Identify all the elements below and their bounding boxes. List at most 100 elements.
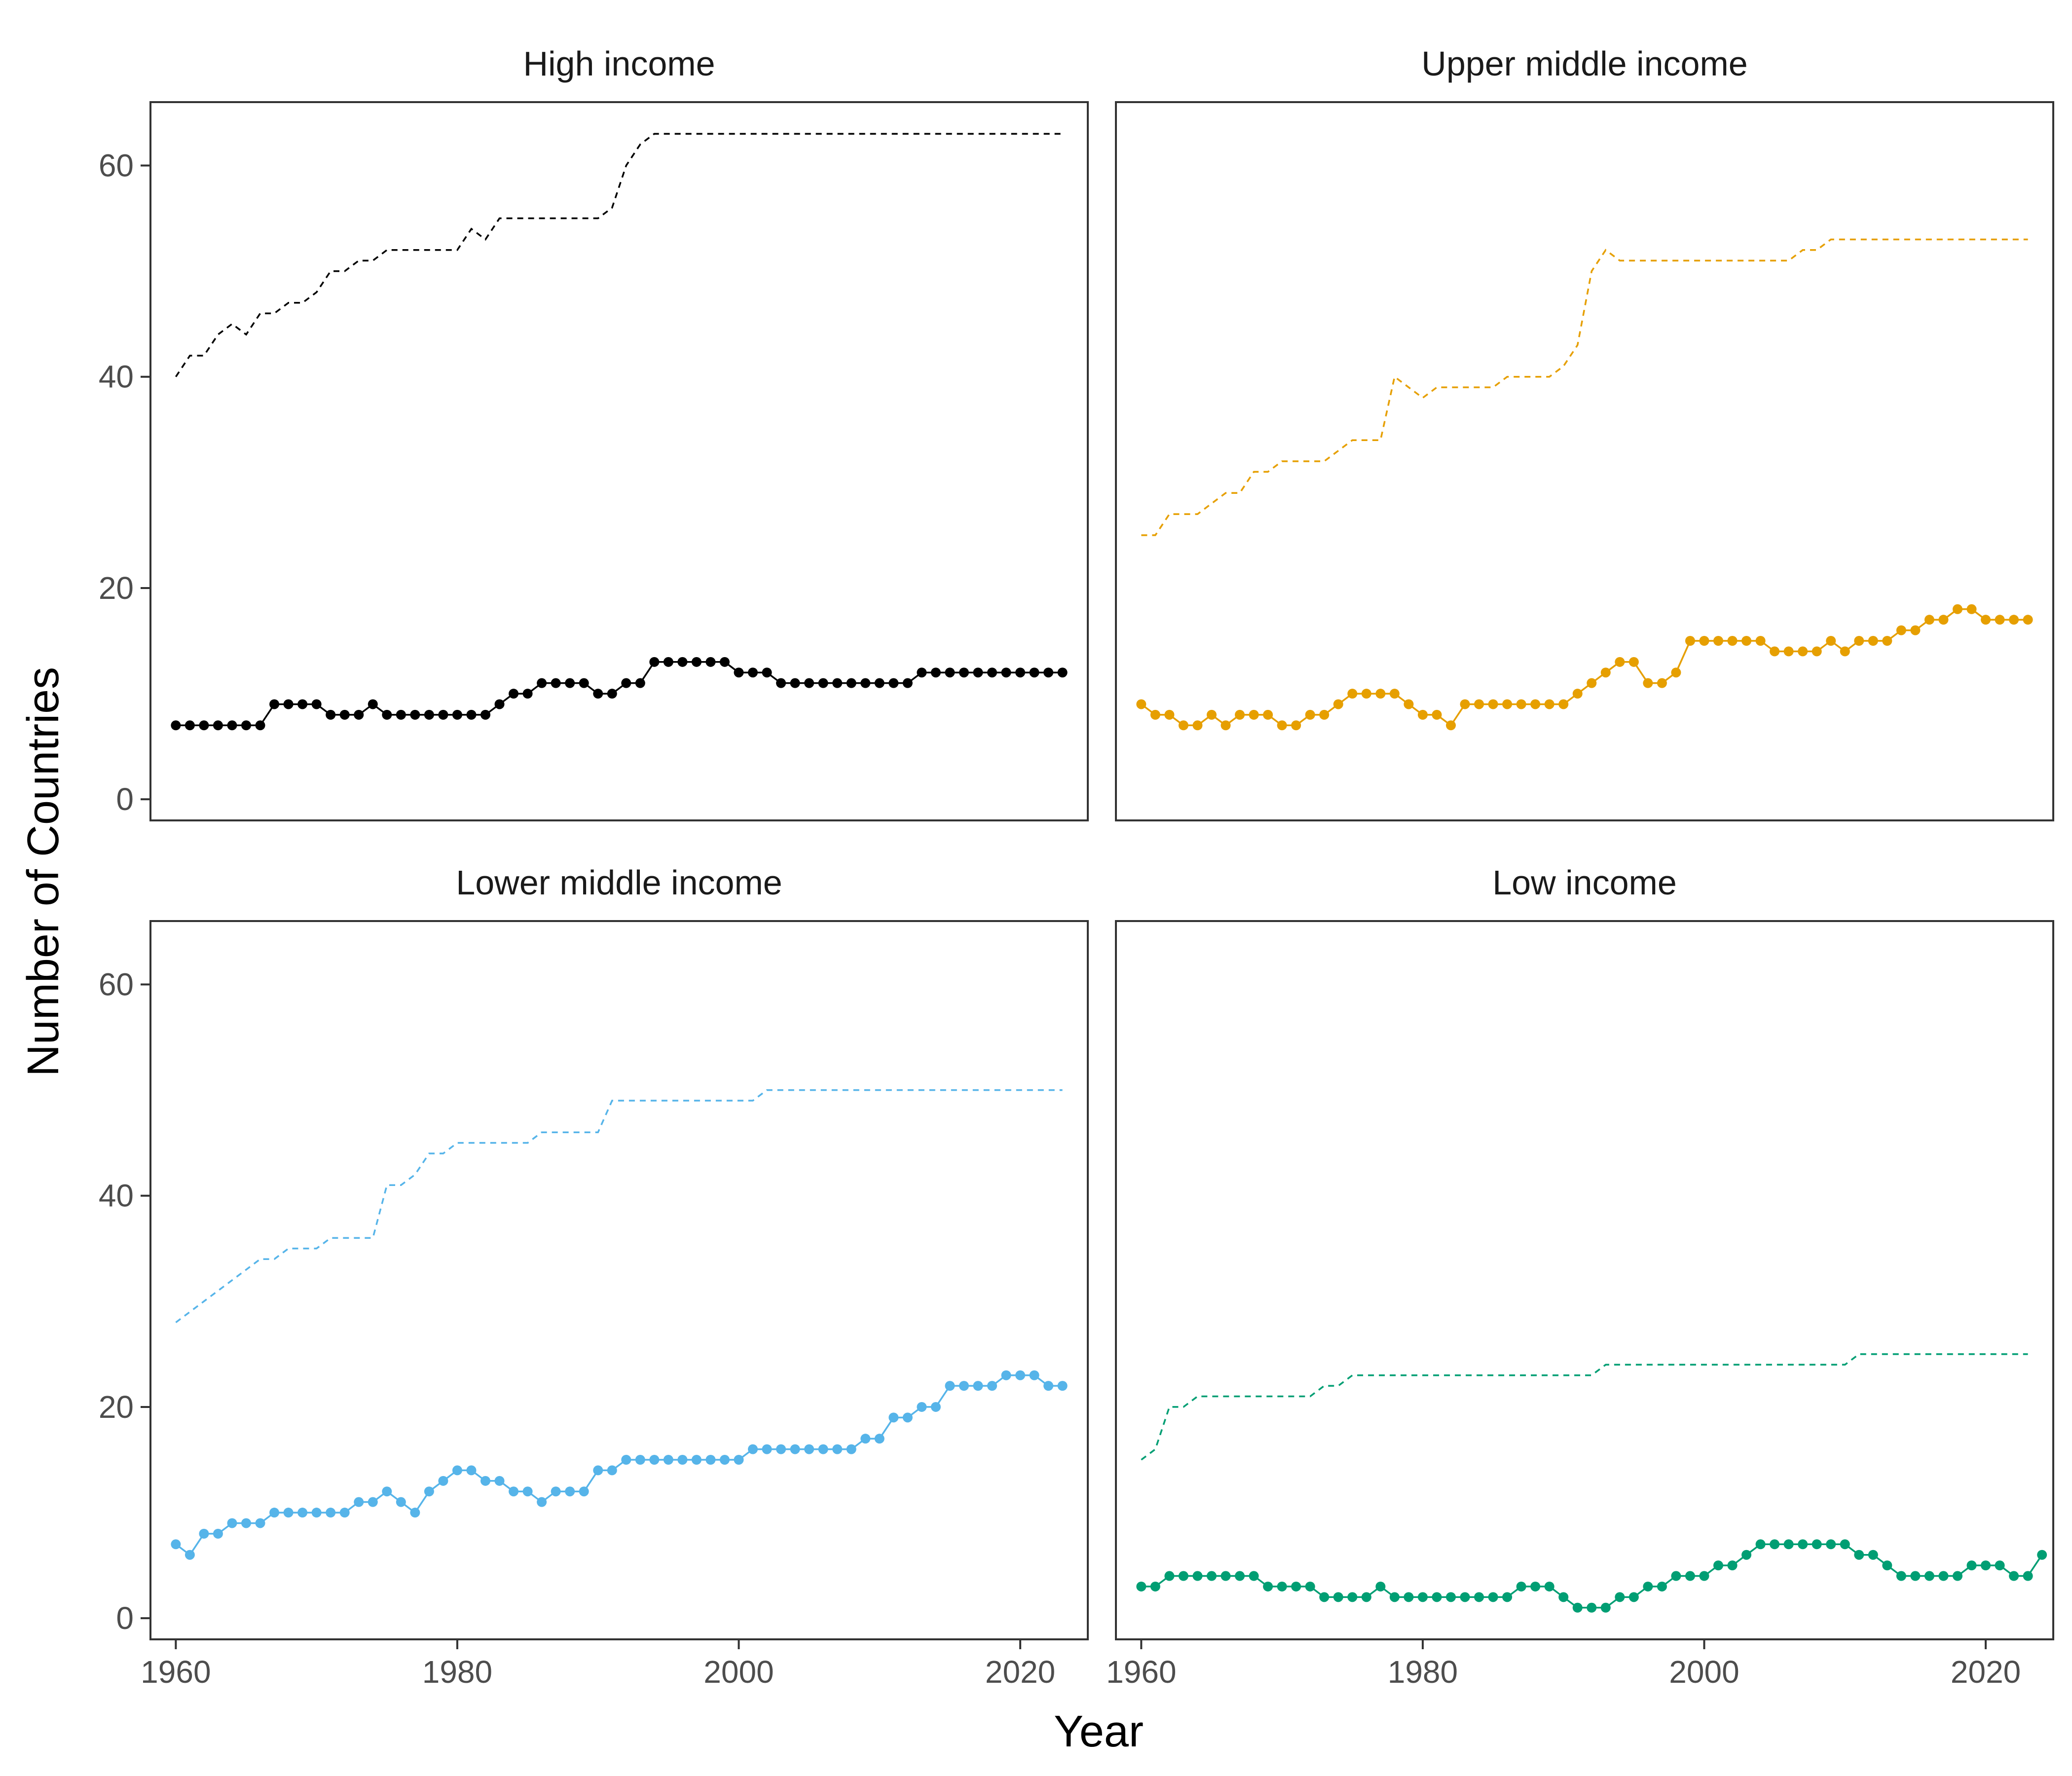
data-point: [438, 709, 448, 720]
data-point: [1938, 1571, 1949, 1581]
data-point: [649, 1455, 660, 1465]
data-point: [1910, 1571, 1921, 1581]
data-point: [1671, 667, 1681, 678]
data-point: [945, 667, 955, 678]
data-point: [1770, 1539, 1780, 1550]
data-point: [2023, 615, 2033, 625]
data-point: [1319, 709, 1330, 720]
data-point: [1043, 667, 1054, 678]
x-axis-title: Year: [1054, 1707, 1144, 1756]
data-point: [1206, 709, 1217, 720]
data-point: [1178, 720, 1188, 731]
data-point: [1347, 1592, 1358, 1602]
data-point: [466, 709, 477, 720]
data-point: [1417, 1592, 1428, 1602]
data-point: [691, 657, 702, 667]
data-point: [790, 678, 800, 688]
data-point: [762, 1444, 772, 1454]
data-point: [1333, 1592, 1343, 1602]
data-point: [748, 667, 758, 678]
data-point: [1783, 646, 1794, 657]
data-point: [1043, 1381, 1054, 1391]
data-point: [565, 1486, 575, 1497]
data-point: [846, 678, 856, 688]
data-point: [1516, 1581, 1526, 1591]
data-point: [1445, 720, 1456, 731]
data-point: [1389, 689, 1400, 699]
y-tick-label: 40: [99, 359, 134, 395]
data-point: [1713, 636, 1724, 646]
data-point: [818, 678, 828, 688]
data-point: [339, 709, 350, 720]
data-point: [1755, 1539, 1766, 1550]
data-point: [1291, 1581, 1301, 1591]
data-point: [1544, 699, 1554, 709]
data-point: [1798, 646, 1808, 657]
data-point: [1798, 1539, 1808, 1550]
data-point: [1277, 720, 1287, 731]
data-point: [311, 1508, 322, 1518]
data-point: [593, 689, 603, 699]
data-point: [368, 699, 378, 709]
panel-title: Lower middle income: [456, 863, 782, 902]
data-point: [1657, 1581, 1667, 1591]
data-point: [1981, 615, 1991, 625]
data-point: [1263, 1581, 1273, 1591]
data-point: [790, 1444, 800, 1454]
x-tick-label: 2000: [1669, 1654, 1739, 1690]
data-point: [1249, 1571, 1259, 1581]
data-point: [326, 1508, 336, 1518]
data-point: [635, 1455, 645, 1465]
panel-title: Low income: [1492, 863, 1677, 902]
data-point: [1643, 1581, 1653, 1591]
data-point: [185, 1550, 195, 1560]
data-point: [1953, 1571, 1963, 1581]
data-point: [1235, 709, 1245, 720]
solid-series-line: [175, 1374, 1063, 1556]
data-point: [241, 720, 251, 731]
data-point: [973, 1381, 983, 1391]
x-tick-label: 2020: [1951, 1654, 2021, 1690]
data-point: [1347, 689, 1358, 699]
data-point: [1896, 625, 1906, 635]
data-point: [396, 1497, 406, 1507]
data-point: [1319, 1592, 1330, 1602]
data-point: [1502, 1592, 1513, 1602]
data-point: [1404, 699, 1414, 709]
data-point: [1136, 699, 1147, 709]
data-point: [748, 1444, 758, 1454]
data-point: [1572, 1602, 1583, 1613]
data-point: [1558, 699, 1569, 709]
data-point: [297, 699, 308, 709]
data-point: [1249, 709, 1259, 720]
data-point: [579, 678, 589, 688]
data-point: [1995, 615, 2005, 625]
data-point: [663, 1455, 673, 1465]
y-axis-title: Number of Countries: [19, 667, 68, 1076]
data-point: [1812, 646, 1822, 657]
data-point: [1488, 699, 1498, 709]
data-point: [621, 678, 631, 688]
x-tick-label: 1960: [1106, 1654, 1176, 1690]
data-point: [874, 1434, 885, 1444]
dashed-series-line: [175, 1089, 1063, 1323]
data-point: [2037, 1550, 2047, 1560]
data-point: [1361, 1592, 1371, 1602]
data-point: [1826, 1539, 1836, 1550]
data-point: [1361, 689, 1371, 699]
data-point: [663, 657, 673, 667]
data-point: [565, 678, 575, 688]
data-point: [1291, 720, 1301, 731]
data-point: [1206, 1571, 1217, 1581]
data-point: [1840, 646, 1850, 657]
data-point: [1770, 646, 1780, 657]
data-point: [424, 709, 434, 720]
data-point: [1530, 1581, 1541, 1591]
data-point: [354, 709, 364, 720]
data-point: [734, 667, 744, 678]
data-point: [930, 667, 941, 678]
data-point: [1057, 1381, 1068, 1391]
data-point: [480, 1476, 490, 1486]
data-point: [311, 699, 322, 709]
data-point: [776, 1444, 786, 1454]
